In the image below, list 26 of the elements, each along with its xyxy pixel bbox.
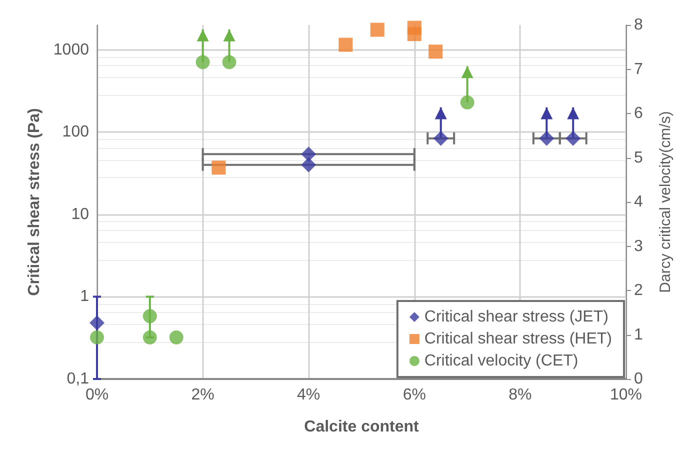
- y2-tick-label: 0: [634, 370, 643, 388]
- y2-tick-label: 8: [634, 16, 643, 34]
- x-tick-label: 4%: [297, 386, 320, 404]
- y2-tick-label: 6: [634, 105, 643, 122]
- y-tick-label: 10: [71, 206, 90, 223]
- y-tick-label: 1000: [53, 41, 90, 58]
- y2-tick-label: 3: [634, 238, 643, 255]
- y-tick-label: 0,1: [66, 370, 90, 388]
- y-tick-label: 1: [80, 288, 90, 306]
- legend-label: Critical shear stress (HET): [424, 330, 612, 348]
- y2-tick-label: 2: [634, 282, 643, 299]
- y2-tick-label: 7: [634, 60, 643, 78]
- y-tick-label: 100: [62, 124, 90, 141]
- legend-label: Critical shear stress (JET): [424, 308, 608, 326]
- x-tick-label: 10%: [610, 386, 642, 404]
- legend-label: Critical velocity (CET): [424, 352, 578, 370]
- x-axis-title: Calcite content: [304, 418, 420, 436]
- x-tick-label: 2%: [191, 386, 214, 404]
- y2-tick-label: 4: [634, 194, 643, 210]
- y-axis-title: Critical shear stress (Pa): [26, 108, 44, 296]
- y2-axis-title: Darcy critical velocity(cm/s): [657, 111, 674, 293]
- x-tick-label: 8%: [508, 386, 532, 404]
- x-tick-label: 6%: [402, 386, 426, 404]
- y2-tick-label: 1: [634, 326, 643, 344]
- y2-tick-label: 5: [634, 149, 643, 166]
- x-tick-label: 0%: [85, 386, 109, 404]
